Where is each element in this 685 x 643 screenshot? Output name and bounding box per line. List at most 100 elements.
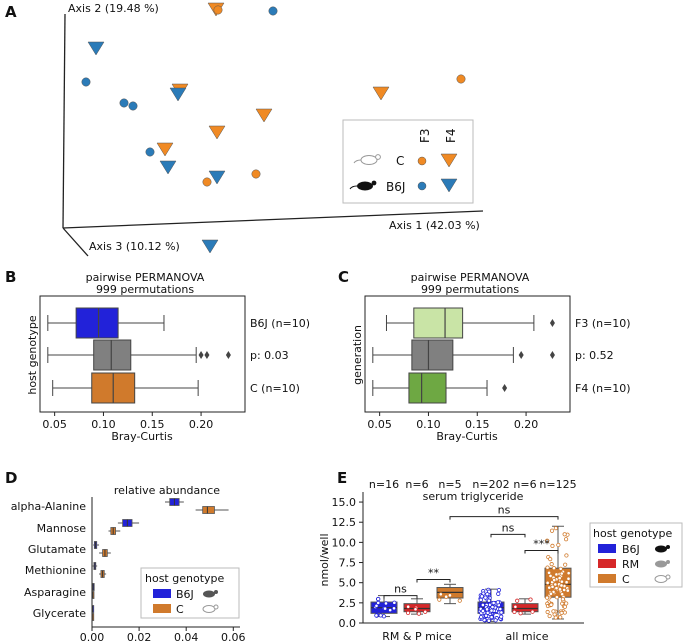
category-label: Asparagine: [24, 586, 86, 599]
box: [413, 307, 464, 339]
data-point: [557, 575, 562, 581]
x-tick-label: 0.05: [42, 418, 67, 431]
data-point: [496, 587, 502, 593]
pcoa-point: [81, 77, 91, 87]
box: [408, 372, 447, 404]
data-point: [564, 553, 569, 558]
pcoa-point: [201, 239, 219, 254]
mouse-black-icon: [349, 180, 377, 191]
panel-e-counts: n=16 n=6 n=5 n=202 n=6 n=125: [369, 478, 577, 491]
mouse-black-icon: [203, 590, 218, 598]
outlier-point: [549, 319, 555, 327]
data-point: [545, 595, 550, 600]
legend-c-swatch: [153, 604, 171, 613]
data-point: [392, 600, 397, 605]
panel-d-legend-title: host genotype: [145, 572, 224, 585]
data-point: [499, 614, 504, 619]
mouse-white-icon: [353, 154, 381, 165]
data-point: [383, 606, 388, 611]
pcoa-point: [87, 41, 105, 56]
data-point: [489, 608, 494, 613]
panel-c-label-1: F3 (n=10): [575, 317, 631, 330]
data-point: [565, 588, 570, 593]
legend-rm-label: RM: [622, 558, 639, 571]
data-point: [566, 576, 571, 581]
data-point: [499, 610, 504, 615]
x-tick-label: 0.10: [416, 418, 441, 431]
panel-b-title-1: pairwise PERMANOVA: [86, 271, 205, 284]
panel-c-title-1: pairwise PERMANOVA: [411, 271, 530, 284]
data-point: [549, 602, 554, 607]
panel-c: C pairwise PERMANOVA 999 permutations ge…: [338, 268, 631, 443]
data-point: [548, 591, 554, 596]
box: [75, 307, 119, 339]
panel-b-boxes: [47, 307, 231, 404]
legend-b6j-label: B6J: [176, 588, 194, 601]
pcoa-point: [159, 160, 177, 175]
legend-c-swatch: [598, 574, 616, 583]
panel-e-yticks: 0.0 2.5 5.0 7.5 10.0 12.5 15.0: [332, 496, 363, 630]
data-point: [545, 580, 550, 585]
data-point: [550, 543, 555, 549]
legend-row-b6j: B6J: [386, 180, 405, 194]
panel-d-title: relative abundance: [114, 484, 220, 497]
data-point: [496, 591, 501, 596]
data-point: [564, 601, 569, 606]
pcoa-point: [156, 142, 174, 157]
data-point: [498, 606, 503, 612]
data-point: [562, 532, 567, 537]
y-tick-label: 5.0: [339, 577, 357, 590]
panel-e-xtick-1: RM & P mice: [382, 630, 452, 643]
data-point: [495, 600, 501, 605]
mouse-white-icon: [202, 604, 219, 613]
significance-label: ns: [502, 521, 515, 534]
panel-e-title: serum triglyceride: [423, 490, 524, 503]
x-tick-label: 0.04: [174, 631, 199, 643]
outlier-point: [549, 351, 555, 359]
legend-c-label: C: [176, 603, 184, 616]
panel-e-legend-title: host genotype: [593, 527, 672, 540]
x-tick-label: 0.10: [91, 418, 116, 431]
data-point: [545, 565, 550, 570]
count-label: n=6: [405, 478, 428, 491]
panel-b-label: B: [5, 268, 16, 286]
data-point: [437, 597, 442, 602]
data-point: [559, 579, 564, 584]
data-point: [528, 597, 533, 602]
data-point: [563, 537, 569, 542]
y-tick-label: 12.5: [332, 516, 357, 529]
outlier-point: [502, 384, 508, 392]
panel-d-label: D: [5, 469, 17, 487]
mouse-gray-icon: [655, 560, 670, 568]
legend-b6j-f3-marker: [417, 181, 427, 191]
data-point: [486, 598, 492, 603]
panel-e-label: E: [337, 469, 347, 487]
panel-b-label-3: C (n=10): [250, 382, 300, 395]
x-tick-label: 0.02: [127, 631, 152, 643]
count-label: n=5: [438, 478, 461, 491]
data-point: [515, 598, 520, 603]
panel-e-significance: ns ** ns ns ***: [383, 504, 559, 599]
pcoa-point: [456, 74, 466, 84]
legend-c-label: C: [622, 573, 630, 586]
y-tick-label: 0.0: [339, 617, 357, 630]
pcoa-point: [268, 6, 278, 16]
panel-c-boxes: [372, 307, 555, 404]
legend-col-f3: F3: [418, 128, 432, 143]
data-point: [512, 609, 517, 615]
x-tick-label: 0.00: [80, 631, 105, 643]
panel-b-ylabel: host genotype: [26, 315, 39, 394]
data-point: [479, 614, 484, 620]
data-point: [551, 609, 556, 614]
pcoa-point: [119, 98, 129, 108]
legend-row-c: C: [396, 154, 404, 168]
legend-col-f4: F4: [444, 128, 458, 143]
x-tick-label: 0.06: [221, 631, 246, 643]
data-point: [549, 528, 555, 533]
panel-e: E serum triglyceride n=16 n=6 n=5 n=202 n=6 n…: [318, 469, 683, 643]
panel-c-label: C: [338, 268, 349, 286]
category-label: Methionine: [25, 564, 86, 577]
outlier-point: [204, 351, 210, 359]
data-point: [374, 613, 379, 618]
data-point: [480, 602, 486, 608]
